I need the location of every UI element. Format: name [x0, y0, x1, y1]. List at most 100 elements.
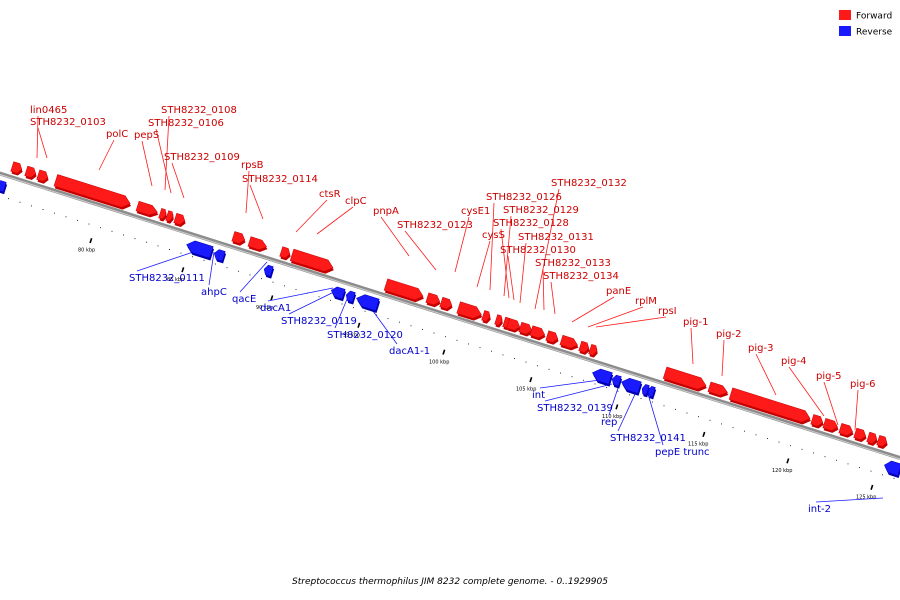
reverse-leader-line [288, 289, 339, 315]
minor-tick [721, 423, 722, 425]
forward-leader-line [295, 199, 328, 233]
minor-tick [134, 238, 136, 240]
minor-tick [341, 303, 343, 305]
reverse-gene [186, 240, 215, 261]
gene-label-rpsb: rpsB [241, 160, 264, 171]
reverse-gene [621, 377, 643, 396]
gene-arrow [810, 414, 824, 427]
reverse-gene [330, 286, 347, 302]
minor-tick [594, 383, 596, 385]
reverse-gene [0, 180, 8, 195]
gene-arrow [518, 321, 533, 335]
minor-tick [813, 452, 814, 454]
reverse-leader-line [239, 261, 268, 293]
gene-label-pig-5: pig-5 [816, 371, 841, 382]
forward-gene [24, 165, 37, 180]
minor-tick [31, 205, 32, 207]
gene-label-pnpa: pnpA [373, 206, 399, 217]
gene-arrow [456, 301, 482, 319]
forward-gene [529, 325, 546, 341]
gene-arrow [53, 174, 131, 208]
tick-label: 125 kbp [856, 495, 876, 501]
forward-leader-line [476, 240, 491, 288]
gene-label-rplm: rplM [635, 296, 657, 307]
gene-arrow [24, 165, 37, 178]
forward-leader-line [37, 127, 48, 159]
forward-gene [876, 435, 888, 449]
forward-leader-line [404, 230, 437, 271]
gene-label-pig-2: pig-2 [716, 329, 741, 340]
gene-arrow [279, 246, 291, 259]
tick-label: 100 kbp [429, 359, 449, 365]
forward-leader-line [36, 115, 39, 159]
major-tick [442, 349, 446, 355]
minor-tick [100, 227, 101, 229]
gene-label-qace: qacE [232, 294, 256, 305]
gene-arrow [231, 231, 246, 244]
reverse-gene [356, 294, 381, 313]
forward-leader-line [245, 170, 250, 214]
gene-label-ahpc: ahpC [201, 287, 227, 298]
reverse-leader-line [815, 497, 884, 503]
gene-arrow [559, 334, 578, 349]
forward-leader-line [454, 216, 470, 273]
forward-gene [707, 381, 729, 398]
gene-label-polc: polC [106, 129, 128, 140]
forward-gene [439, 296, 453, 312]
minor-tick [192, 256, 193, 258]
minor-tick [65, 216, 67, 218]
gene-arrow [884, 460, 900, 476]
gene-arrow [425, 292, 441, 306]
forward-leader-line [690, 327, 694, 365]
minor-tick [675, 408, 676, 410]
forward-leader-line [171, 162, 185, 199]
tick-label: 90 kbp [256, 305, 273, 311]
gene-arrow [853, 427, 867, 441]
gene-label-rep: rep [601, 417, 617, 428]
gene-arrow [10, 161, 23, 174]
gene-label-sth8232-0139: STH8232_0139 [537, 403, 613, 414]
gene-label-sth8232-0126: STH8232_0126 [486, 192, 562, 203]
minor-tick [238, 270, 239, 272]
gene-arrow [186, 240, 214, 259]
forward-leader-line [141, 140, 153, 187]
major-ticks: 80 kbp 85 kbp 90 kbp 95 kbp 100 kbp 105 kbp 11… [78, 237, 876, 501]
minor-tick [468, 343, 469, 345]
forward-gene [506, 318, 521, 333]
forward-leader-line [503, 215, 512, 297]
minor-tick [318, 296, 320, 298]
gene-label-sth8232-0141: STH8232_0141 [610, 433, 686, 444]
gene-arrow [707, 381, 728, 396]
legend-forward-label: Forward [856, 12, 892, 22]
minor-tick [353, 307, 354, 309]
gene-label-daca1: dacA1 [260, 303, 291, 314]
reverse-gene [345, 290, 357, 305]
gene-arrow [345, 290, 356, 303]
gene-label-sth8232-0131: STH8232_0131 [518, 232, 594, 243]
minor-tick [491, 350, 492, 352]
gene-label-clpc: clpC [345, 196, 367, 207]
minor-tick [433, 332, 435, 334]
minor-tick [111, 230, 113, 232]
tick-label: 95 kbp [343, 332, 360, 338]
minor-tick [410, 325, 412, 327]
reverse-gene [884, 460, 900, 478]
major-tick [89, 237, 93, 244]
tick-label: 80 kbp [78, 248, 95, 254]
gene-arrow [662, 366, 707, 390]
gene-arrow [356, 294, 380, 311]
forward-gene [853, 427, 867, 443]
minor-tick [709, 419, 711, 421]
forward-leader-line [571, 296, 615, 323]
gene-arrow [481, 310, 491, 322]
gene-label-int: int [532, 390, 545, 401]
minor-tick [893, 477, 895, 479]
gene-arrow [611, 374, 622, 387]
tick-label: 85 kbp [167, 277, 184, 283]
gene-label-daca1-1: dacA1-1 [389, 346, 430, 357]
tick-label: 115 kbp [688, 441, 708, 447]
minor-tick [801, 448, 803, 450]
forward-leader-line [155, 128, 172, 194]
gene-arrow [876, 435, 888, 447]
